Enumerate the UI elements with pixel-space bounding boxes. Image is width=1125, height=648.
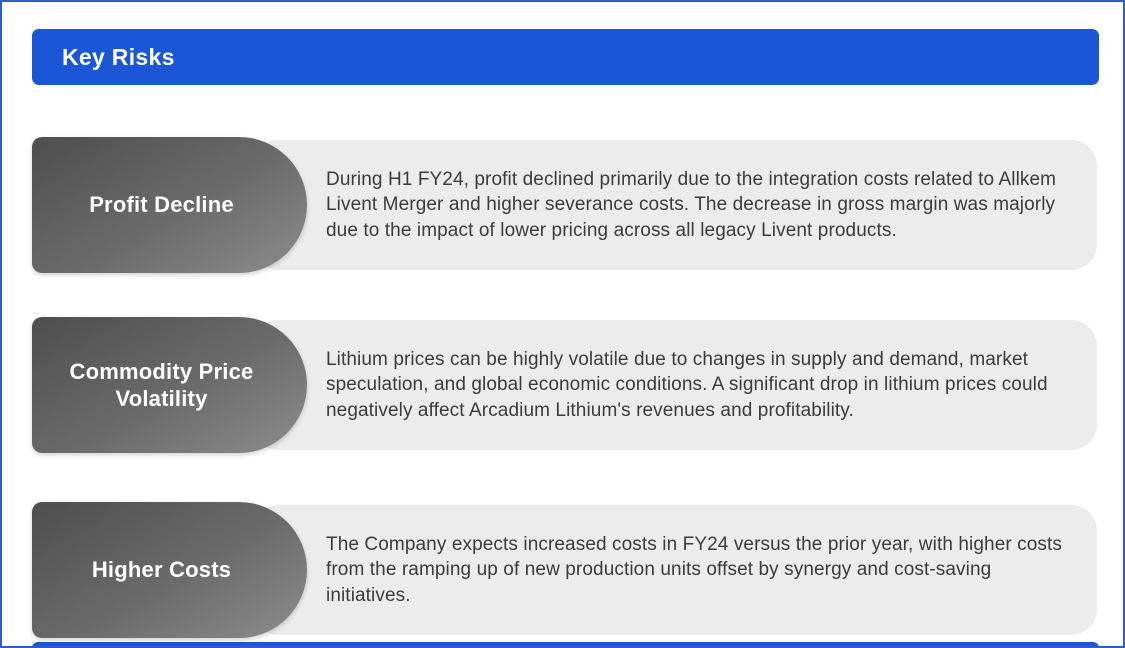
risk-label-pill: Higher Costs xyxy=(32,502,307,638)
page-title: Key Risks xyxy=(62,43,175,70)
next-section-header-partial xyxy=(32,642,1099,646)
risk-description-box: During H1 FY24, profit declined primaril… xyxy=(252,140,1097,270)
risk-description: The Company expects increased costs in F… xyxy=(326,534,1063,606)
risk-label: Higher Costs xyxy=(91,557,232,583)
risk-card-commodity-price-volatility: Lithium prices can be highly volatile du… xyxy=(2,317,1123,453)
risk-card-higher-costs: The Company expects increased costs in F… xyxy=(2,502,1123,638)
risk-description-box: Lithium prices can be highly volatile du… xyxy=(252,320,1097,450)
risk-label: Profit Decline xyxy=(89,192,234,218)
risk-label-pill: Profit Decline xyxy=(32,137,307,273)
risk-card-profit-decline: During H1 FY24, profit declined primaril… xyxy=(2,137,1123,273)
risk-description: During H1 FY24, profit declined primaril… xyxy=(326,169,1057,241)
key-risks-header: Key Risks xyxy=(32,29,1099,85)
risk-description: Lithium prices can be highly volatile du… xyxy=(326,349,1048,421)
risk-label-pill: Commodity Price Volatility xyxy=(32,317,307,453)
risk-label: Commodity Price Volatility xyxy=(69,358,254,412)
risk-description-box: The Company expects increased costs in F… xyxy=(252,505,1097,635)
